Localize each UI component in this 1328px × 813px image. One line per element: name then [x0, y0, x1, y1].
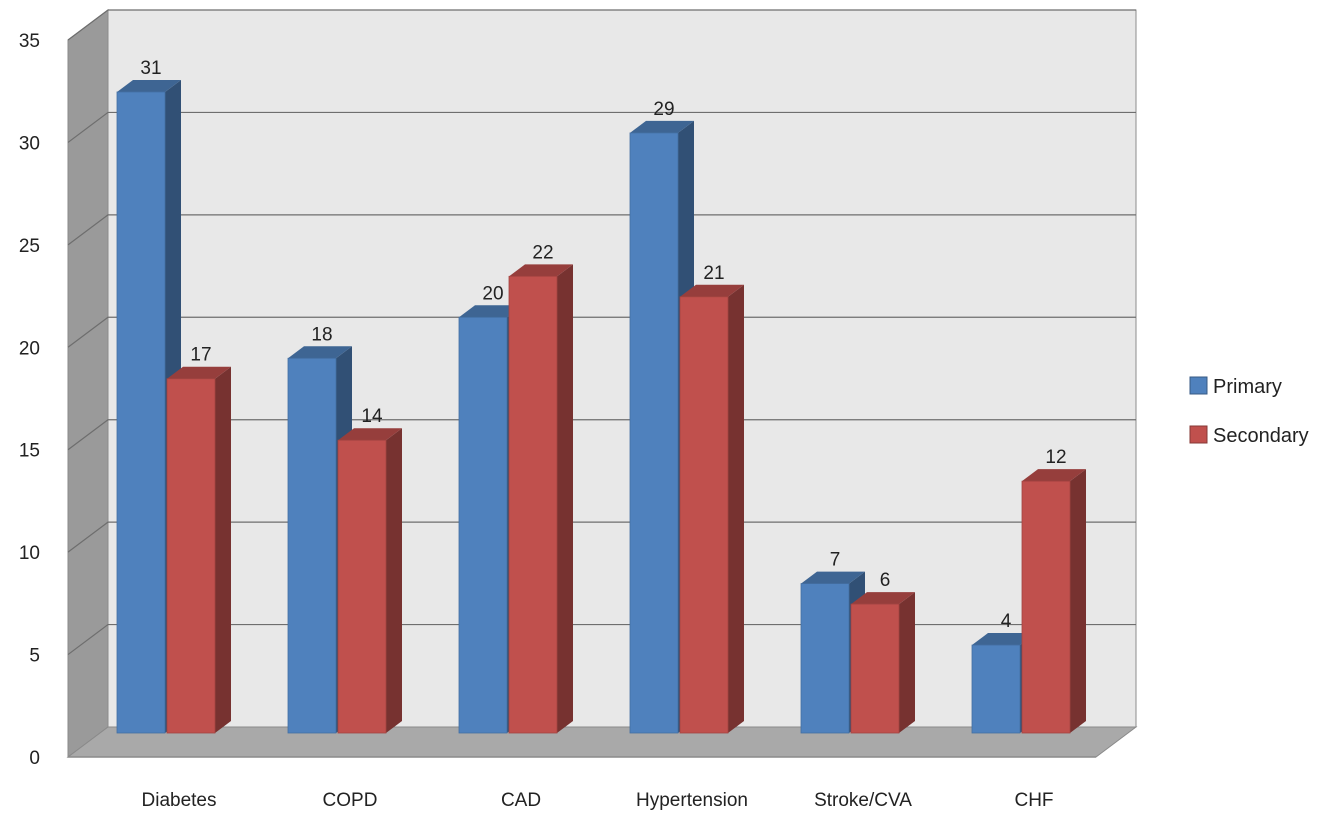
bar-top-face — [630, 120, 694, 133]
data-label: 20 — [482, 283, 503, 304]
bar-top-face — [1022, 469, 1086, 482]
bar-side-face — [899, 592, 915, 733]
bar-front-face — [116, 91, 166, 734]
data-label: 14 — [361, 406, 383, 427]
data-label: 22 — [532, 242, 553, 263]
legend-swatch-primary — [1189, 376, 1208, 395]
gridline — [67, 214, 1136, 246]
gridline — [67, 623, 1136, 656]
bar-front-face — [458, 316, 508, 734]
bar-side-face — [557, 264, 573, 733]
bar-top-face — [972, 633, 1036, 646]
gridline — [67, 9, 1136, 41]
data-label: 17 — [190, 345, 211, 366]
chart-floor — [66, 726, 1138, 758]
bar-front-face — [971, 644, 1021, 734]
x-tick-label: Diabetes — [142, 790, 217, 811]
data-label: 21 — [703, 263, 724, 284]
data-labels: 31 17 18 14 20 22 29 21 7 6 4 12 — [140, 58, 1066, 632]
data-label: 31 — [140, 58, 161, 79]
bar-front-face — [337, 439, 387, 734]
y-axis: 0 5 10 15 20 25 30 35 — [19, 31, 40, 769]
bar-top-face — [117, 79, 181, 92]
x-tick-label: CHF — [1014, 790, 1053, 811]
legend-swatch-secondary — [1189, 425, 1208, 444]
bar-front-face — [800, 583, 850, 734]
bar-top-face — [338, 428, 402, 441]
bar-side-face — [728, 284, 744, 733]
bar-secondary-chf — [1021, 469, 1086, 734]
data-label: 6 — [880, 570, 891, 591]
bar-top-face — [801, 571, 865, 584]
legend-label-primary: Primary — [1213, 376, 1282, 398]
bar-front-face — [850, 603, 900, 734]
bar-top-face — [459, 305, 523, 318]
x-axis: Diabetes COPD CAD Hypertension Stroke/CVA CHF — [142, 790, 1054, 811]
y-tick-label: 0 — [29, 748, 40, 769]
x-tick-label: CAD — [501, 790, 541, 811]
bar-secondary-diabetes — [166, 366, 231, 734]
y-tick-label: 20 — [19, 338, 40, 359]
bar-front-face — [1021, 480, 1071, 734]
bar-top-face — [509, 264, 573, 277]
gridline — [67, 111, 1136, 143]
bar-side-face — [386, 428, 402, 733]
x-tick-label: Hypertension — [636, 790, 748, 811]
data-label: 4 — [1001, 611, 1012, 632]
bar-top-face — [288, 346, 352, 359]
legend-label-secondary: Secondary — [1213, 425, 1309, 447]
data-label: 12 — [1045, 447, 1066, 468]
bar-secondary-copd — [337, 428, 402, 734]
gridline — [67, 419, 1136, 451]
y-tick-label: 15 — [19, 441, 40, 462]
bar-front-face — [166, 378, 216, 734]
bar-front-face — [287, 357, 337, 734]
data-label: 29 — [653, 99, 674, 120]
gridline — [67, 521, 1136, 553]
y-tick-label: 35 — [19, 31, 40, 52]
bar-top-face — [167, 366, 231, 379]
bar-front-face — [679, 296, 729, 734]
y-tick-label: 5 — [29, 646, 40, 667]
chart-walls — [67, 9, 1137, 758]
bar-side-face — [1070, 469, 1086, 733]
legend: Primary Secondary — [1189, 376, 1309, 447]
x-tick-label: Stroke/CVA — [814, 790, 912, 811]
bar-secondary-hypertension — [679, 284, 744, 734]
data-label: 7 — [830, 550, 841, 571]
bar-top-face — [680, 284, 744, 297]
y-tick-label: 25 — [19, 236, 40, 257]
bar-front-face — [508, 275, 558, 734]
gridline — [67, 316, 1136, 348]
x-tick-label: COPD — [323, 790, 378, 811]
gridlines — [67, 9, 1136, 656]
y-tick-label: 10 — [19, 543, 40, 564]
bar-secondary-stroke-cva — [850, 592, 915, 734]
bars — [116, 79, 1086, 734]
bar-front-face — [629, 132, 679, 734]
data-label: 18 — [311, 324, 332, 345]
side-wall — [67, 9, 109, 758]
bar-top-face — [851, 592, 915, 605]
bar-secondary-cad — [508, 264, 573, 734]
back-wall — [107, 9, 1137, 728]
bar-side-face — [215, 366, 231, 733]
y-tick-label: 30 — [19, 133, 40, 154]
bar-primary-diabetes — [116, 79, 181, 734]
